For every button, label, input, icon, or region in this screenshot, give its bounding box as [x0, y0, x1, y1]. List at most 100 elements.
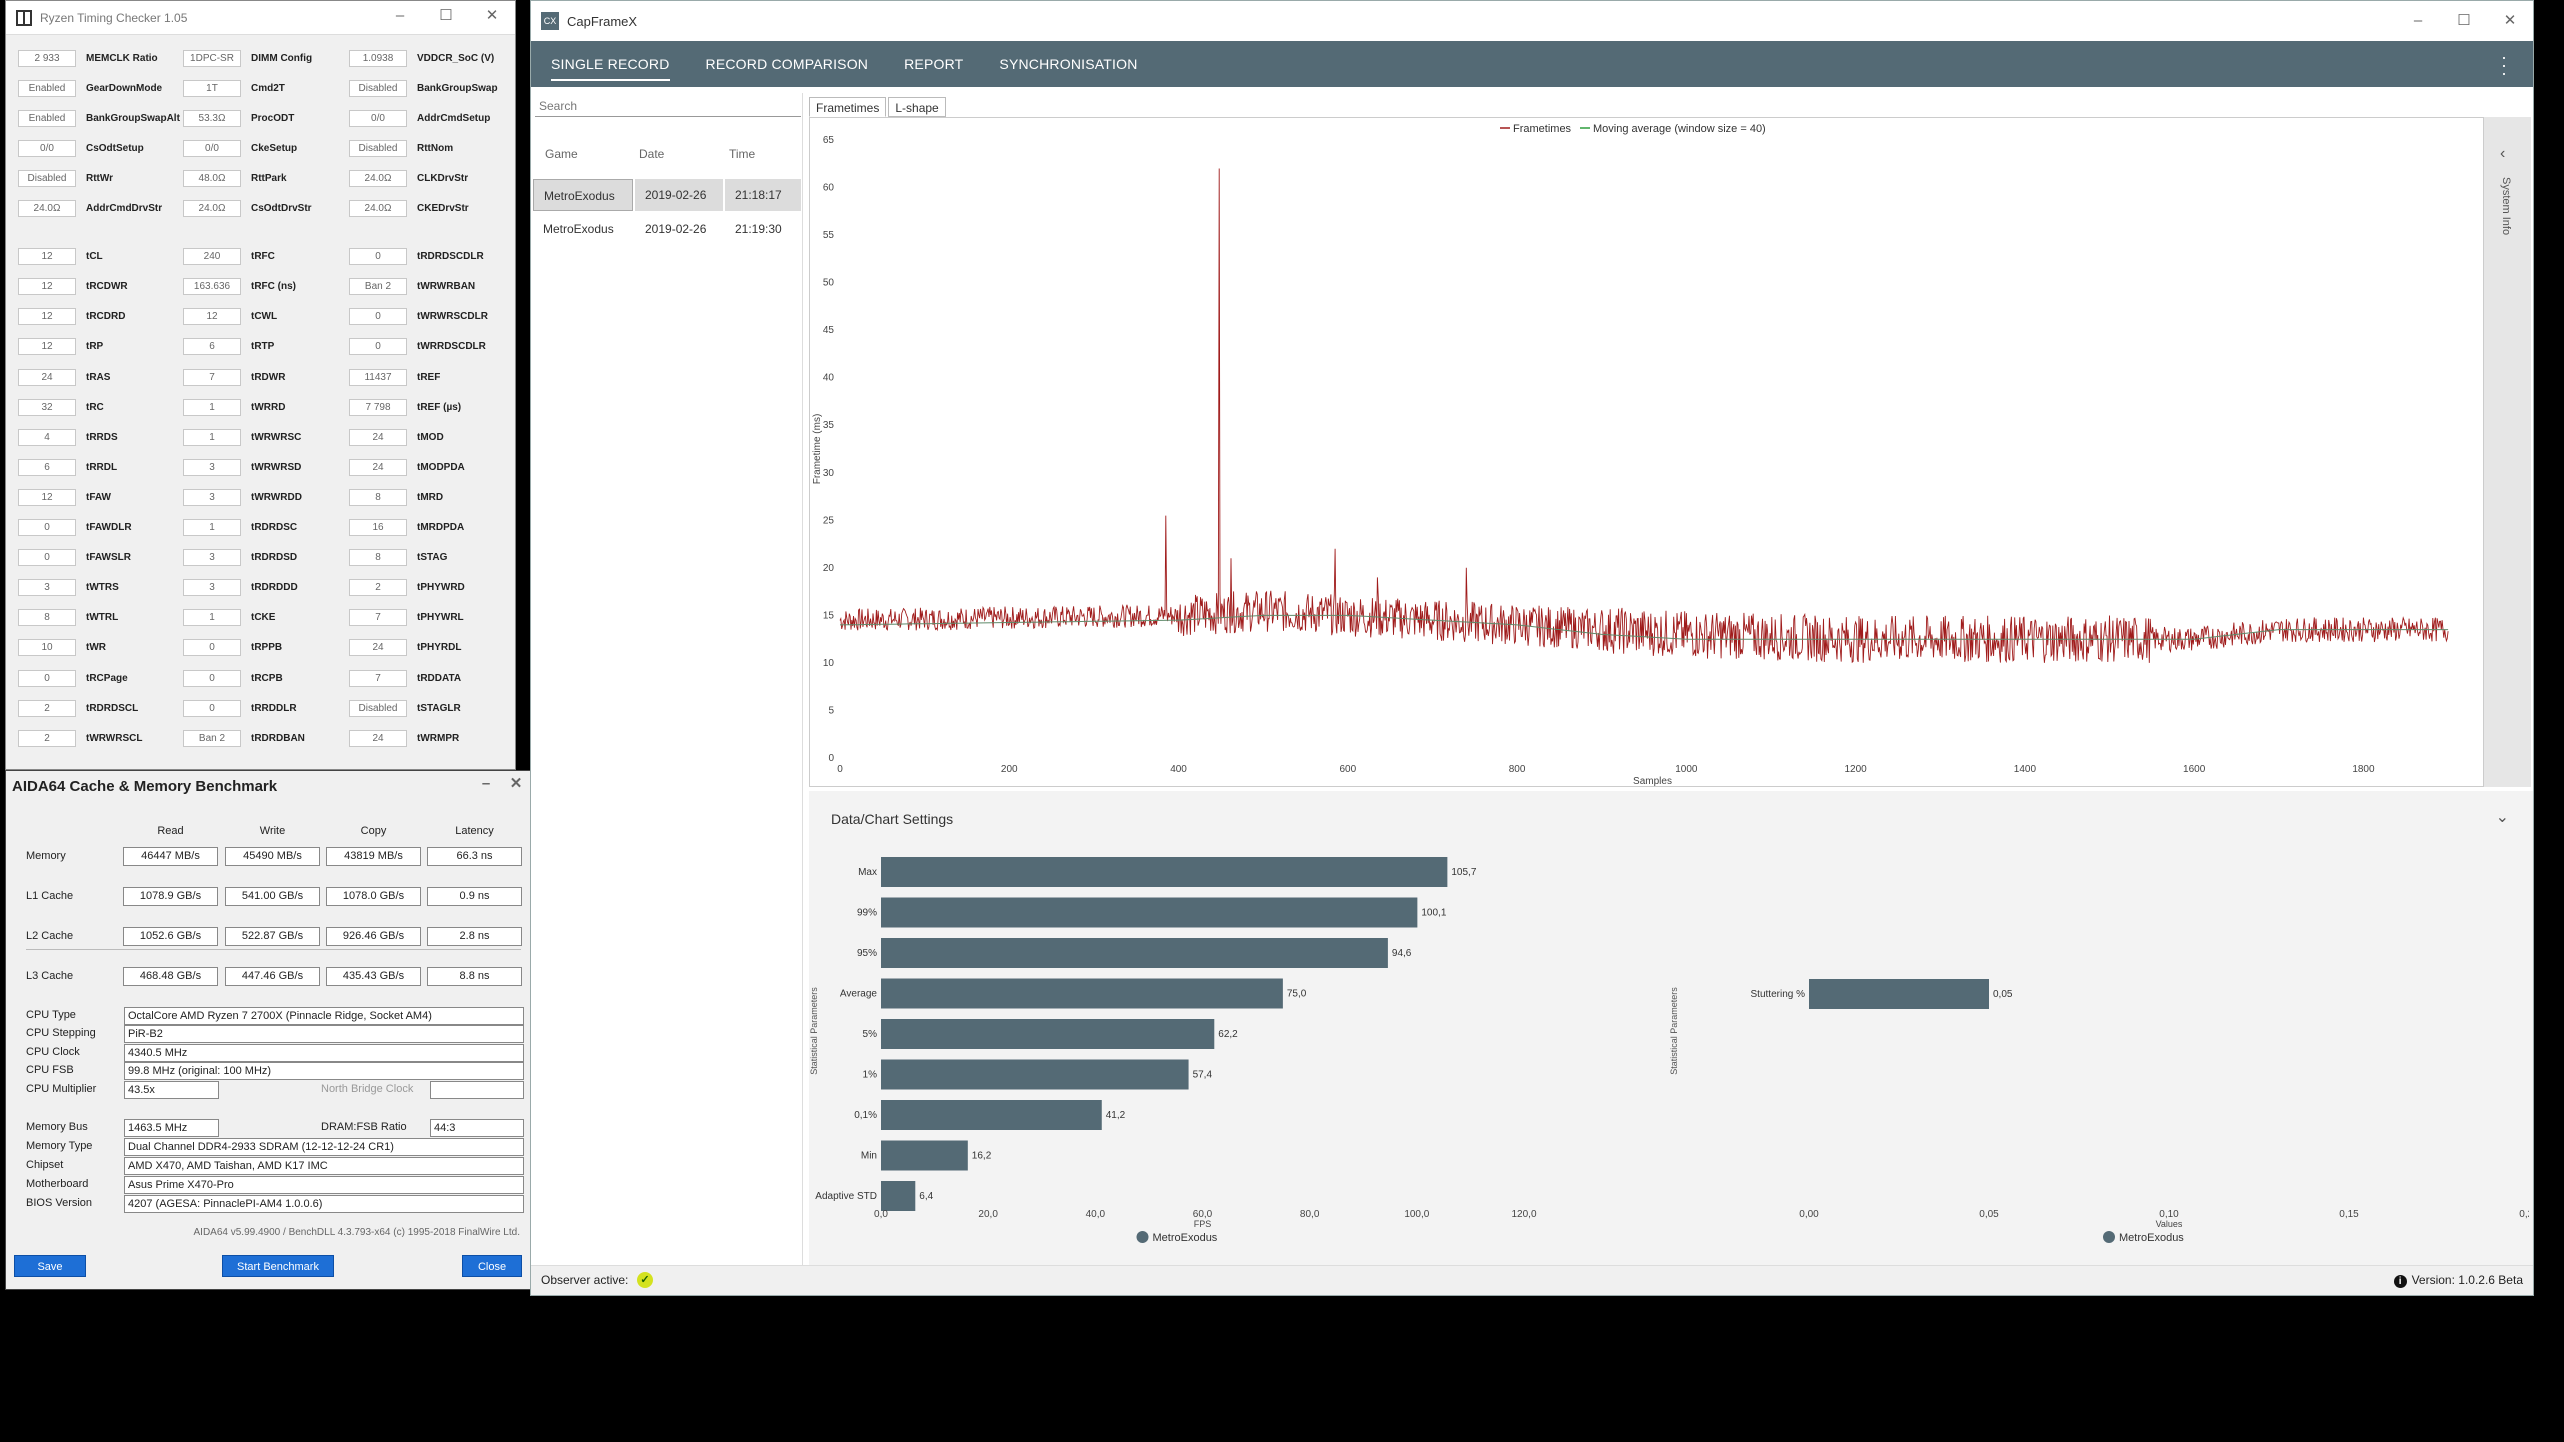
timing-label: BankGroupSwapAlt [86, 112, 180, 124]
timing-label: tRC [86, 401, 104, 413]
minimize-icon[interactable]: – [395, 7, 405, 24]
bench-value: 522.87 GB/s [225, 927, 320, 946]
timing-item: 8 tMRD [349, 488, 507, 506]
timing-label: tWRWRDD [251, 491, 302, 503]
bar [881, 1181, 916, 1211]
chart-tabs: Frametimes L-shape [809, 97, 948, 117]
minimize-icon[interactable]: – [481, 775, 491, 792]
column-game[interactable]: Game [545, 147, 578, 161]
tab-frametimes[interactable]: Frametimes [809, 97, 887, 117]
timing-label: tWRRDSCDLR [417, 341, 486, 353]
system-info-panel[interactable]: ‹ System Info [2484, 117, 2531, 787]
cpu-stepping-label: CPU Stepping [26, 1027, 96, 1039]
maximize-icon[interactable]: ☐ [439, 7, 453, 24]
timing-item: 0 tFAWSLR [18, 549, 176, 567]
timing-value: 24 [349, 639, 407, 657]
y-tick-label: 60 [823, 183, 835, 194]
aida-footer: AIDA64 v5.99.4900 / BenchDLL 4.3.793-x64… [193, 1227, 521, 1238]
settings-title[interactable]: Data/Chart Settings [831, 811, 954, 827]
y-tick-label: 45 [823, 325, 835, 336]
timing-value: Enabled [18, 79, 76, 97]
timing-value: 1 [183, 398, 241, 416]
y-tick-label: 15 [823, 610, 835, 621]
timing-label: AddrCmdSetup [417, 112, 491, 124]
timing-item: 12 tRP [18, 338, 176, 356]
timing-value: 24 [18, 368, 76, 386]
close-icon[interactable]: ✕ [509, 775, 523, 792]
bench-value: 1052.6 GB/s [123, 927, 218, 946]
timing-label: tMODPDA [417, 461, 465, 473]
timing-label: tSTAGLR [417, 702, 461, 714]
timing-value: 2 [349, 579, 407, 597]
bar [881, 1140, 968, 1171]
timing-label: tRCDRD [86, 311, 126, 323]
timing-value: Ban 2 [183, 729, 241, 747]
timing-value: 24 [349, 729, 407, 747]
timing-label: tWTRL [86, 612, 119, 624]
chevron-down-icon[interactable]: ⌄ [2495, 809, 2509, 826]
timing-label: tRDRDSCL [86, 702, 139, 714]
timing-value: 0 [349, 338, 407, 356]
bench-value: 46447 MB/s [123, 847, 218, 866]
search-input[interactable]: Search [535, 95, 801, 117]
record-row[interactable]: MetroExodus 2019-02-26 21:19:30 [533, 213, 801, 247]
bench-row-label: Memory [26, 850, 66, 862]
tab-record-comparison[interactable]: RECORD COMPARISON [705, 56, 869, 72]
timing-value: 8 [18, 609, 76, 627]
timing-value: 3 [183, 488, 241, 506]
more-options-icon[interactable]: · · · [2501, 47, 2507, 83]
timing-item: 0 tWRRDSCDLR [349, 338, 507, 356]
x-axis-label: Samples [1633, 776, 1672, 786]
timing-value: 12 [183, 308, 241, 326]
timing-item: 2 933 MEMCLK Ratio [18, 49, 176, 67]
start-benchmark-button[interactable]: Start Benchmark [222, 1255, 334, 1277]
tab-l-shape[interactable]: L-shape [888, 97, 946, 117]
timing-value: 16 [349, 519, 407, 536]
timing-value: 12 [18, 248, 76, 266]
column-date[interactable]: Date [639, 147, 665, 161]
timing-item: 53.3Ω ProcODT [183, 109, 341, 127]
timing-label: MEMCLK Ratio [86, 52, 158, 64]
timing-label: tRRDDLR [251, 702, 297, 714]
save-button[interactable]: Save [14, 1255, 86, 1277]
timing-item: Disabled BankGroupSwap [349, 79, 507, 97]
timing-item: 0 tFAWDLR [18, 519, 176, 537]
column-time[interactable]: Time [729, 147, 756, 161]
close-icon[interactable]: ✕ [2503, 12, 2517, 29]
timing-value: 12 [18, 308, 76, 326]
timing-value: 0/0 [349, 109, 407, 127]
chevron-left-icon[interactable]: ‹ [2500, 145, 2506, 162]
timing-label: CsOdtDrvStr [251, 203, 312, 214]
record-row[interactable]: MetroExodus 2019-02-26 21:18:17 [533, 179, 801, 213]
timing-label: tWRRD [251, 401, 286, 413]
timing-label: tRTP [251, 341, 275, 353]
bench-value: 1078.0 GB/s [326, 887, 421, 906]
chipset-value: AMD X470, AMD Taishan, AMD K17 IMC [124, 1157, 524, 1175]
timing-item: Disabled tSTAGLR [349, 699, 507, 717]
frametime-chart[interactable]: 0 5 10 15 20 25 30 35 40 45 50 55 60 65 0 200 400 600 800 1… [809, 117, 2484, 787]
timing-label: Cmd2T [251, 82, 285, 94]
bar [1809, 979, 1989, 1009]
column-header: Latency [455, 825, 494, 837]
memory-bus-value: 1463.5 MHz [124, 1119, 219, 1137]
timing-value: 24.0Ω [349, 200, 407, 217]
timing-label: RttNom [417, 142, 454, 154]
tab-single-record[interactable]: SINGLE RECORD [551, 41, 670, 87]
timing-label: tWRWRSCL [86, 732, 143, 744]
x-tick-label: 0,20 [2519, 1209, 2529, 1220]
close-button[interactable]: Close [462, 1255, 522, 1277]
timing-value: Ban 2 [349, 278, 407, 296]
maximize-icon[interactable]: ☐ [2457, 12, 2471, 29]
timing-item: 3 tWRWRDD [183, 488, 341, 506]
tab-synchronisation[interactable]: SYNCHRONISATION [999, 56, 1138, 72]
minimize-icon[interactable]: – [2413, 12, 2423, 29]
x-tick-label: 1600 [2183, 764, 2206, 775]
y-tick-label: 0 [828, 753, 834, 764]
timing-value: 0 [183, 639, 241, 657]
bench-value: 45490 MB/s [225, 847, 320, 866]
timing-item: 8 tWTRL [18, 609, 176, 627]
timing-value: 3 [183, 549, 241, 567]
close-icon[interactable]: ✕ [485, 7, 499, 24]
tab-report[interactable]: REPORT [904, 56, 964, 72]
bar [881, 978, 1283, 1009]
